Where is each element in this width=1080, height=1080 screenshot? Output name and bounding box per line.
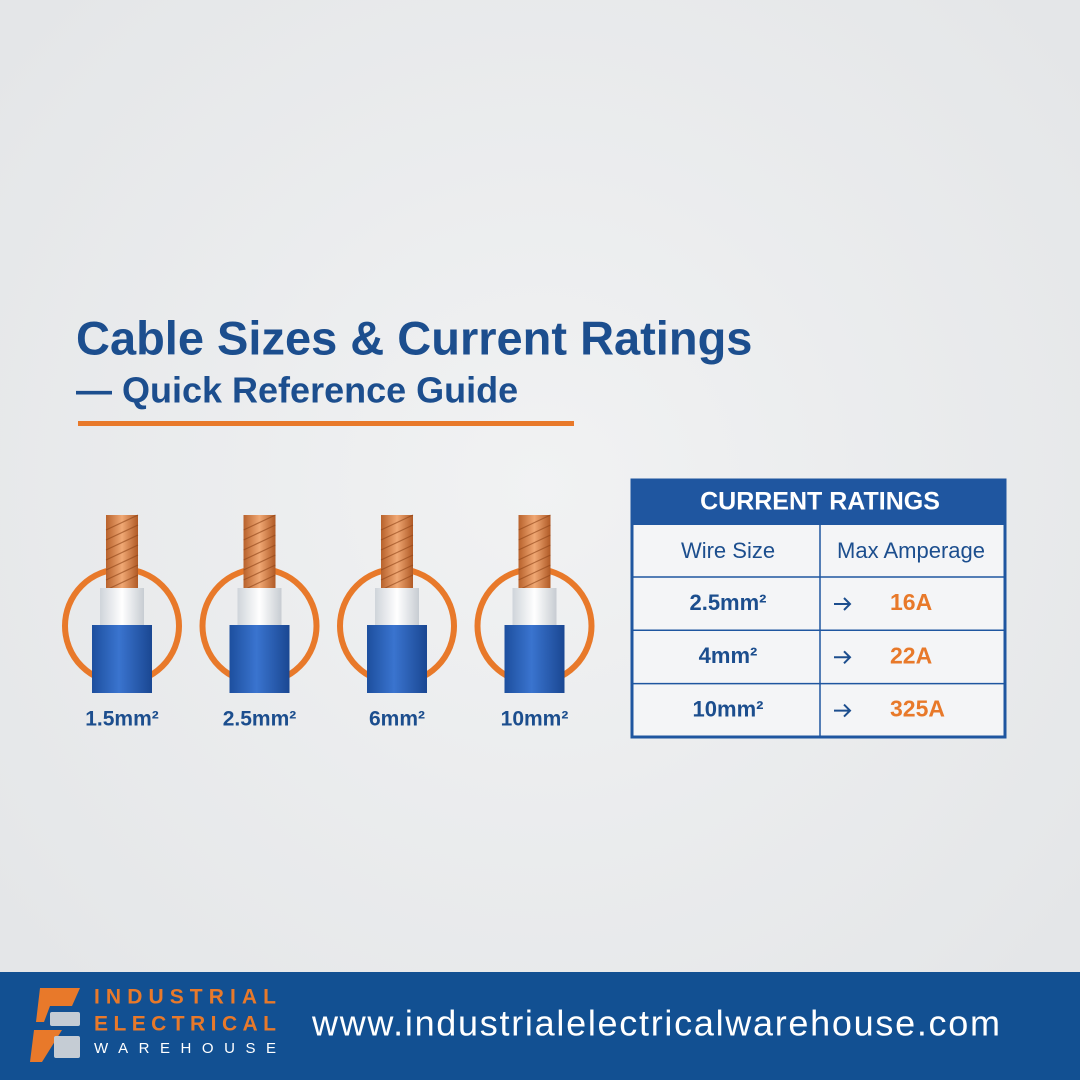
copper-strand <box>518 524 551 541</box>
copper-strand <box>518 574 551 591</box>
arrow <box>834 703 852 718</box>
cable-label: 1.5mm² <box>85 708 159 731</box>
table-header-band <box>632 480 1005 525</box>
copper-strand <box>243 564 276 581</box>
cable: 6mm² <box>337 514 457 731</box>
copper-strand <box>105 514 139 531</box>
copper-strand <box>105 554 139 571</box>
copper-strand <box>518 514 551 531</box>
cable-label: 6mm² <box>369 708 425 731</box>
cable: 10mm² <box>474 514 595 731</box>
column-header: Max Amperage <box>837 538 985 563</box>
cable-insulation <box>237 588 282 628</box>
copper-strand <box>380 544 414 561</box>
copper-strand <box>105 574 139 591</box>
wire-size: 4mm² <box>699 643 758 668</box>
brand-line: WAREHOUSE <box>94 1040 276 1057</box>
logo-icon <box>30 988 80 1062</box>
copper-strand <box>518 534 551 551</box>
cable: 2.5mm² <box>199 514 320 731</box>
table-title: CURRENT RATINGS <box>700 488 940 516</box>
arrow <box>834 597 852 611</box>
cable-jacket <box>367 625 427 693</box>
website-url[interactable]: www.industrialelectricalwarehouse.com <box>311 1003 1000 1044</box>
ratings-table: CURRENT RATINGS Wire Size Max Amperage 2… <box>630 478 1007 739</box>
underline <box>78 421 574 426</box>
cable-jacket <box>92 625 152 693</box>
copper-strand <box>105 524 139 541</box>
wire-size: 2.5mm² <box>689 590 766 615</box>
copper-strand <box>380 534 414 551</box>
cable-jacket <box>229 625 290 693</box>
copper-strand <box>105 544 139 561</box>
arrow <box>834 650 852 665</box>
max-amperage: 16A <box>890 589 932 615</box>
copper-strand <box>380 564 414 581</box>
subtitle: — Quick Reference Guide <box>76 370 518 411</box>
title: Cable Sizes & Current Ratings <box>76 311 752 364</box>
cables: 1.5mm² 2.5mm² 6mm² 10mm² <box>62 514 595 731</box>
cable-insulation <box>375 588 419 628</box>
copper-strand <box>243 534 276 551</box>
cable-label: 2.5mm² <box>223 708 297 731</box>
max-amperage: 22A <box>890 642 932 668</box>
cable: 1.5mm² <box>62 514 182 731</box>
copper-strand <box>243 574 276 591</box>
copper-strand <box>518 544 551 561</box>
copper-strand <box>243 524 276 541</box>
copper-strand <box>380 554 414 571</box>
copper-strand <box>243 554 276 571</box>
cable-jacket <box>504 625 565 693</box>
copper-strand <box>243 544 276 561</box>
copper-strand <box>518 554 551 571</box>
copper-strand <box>243 514 276 531</box>
copper-strand <box>380 524 414 541</box>
copper-strand <box>380 514 414 531</box>
copper-strand <box>105 564 139 581</box>
max-amperage: 325A <box>890 696 945 722</box>
copper-strand <box>380 574 414 591</box>
copper-strand <box>518 564 551 581</box>
copper-strand <box>105 534 139 551</box>
footer <box>0 972 1080 1080</box>
wire-size: 10mm² <box>693 696 764 721</box>
cable-insulation <box>512 588 557 628</box>
cable-label: 10mm² <box>501 708 569 731</box>
cable-insulation <box>100 588 144 628</box>
column-header: Wire Size <box>681 538 775 563</box>
